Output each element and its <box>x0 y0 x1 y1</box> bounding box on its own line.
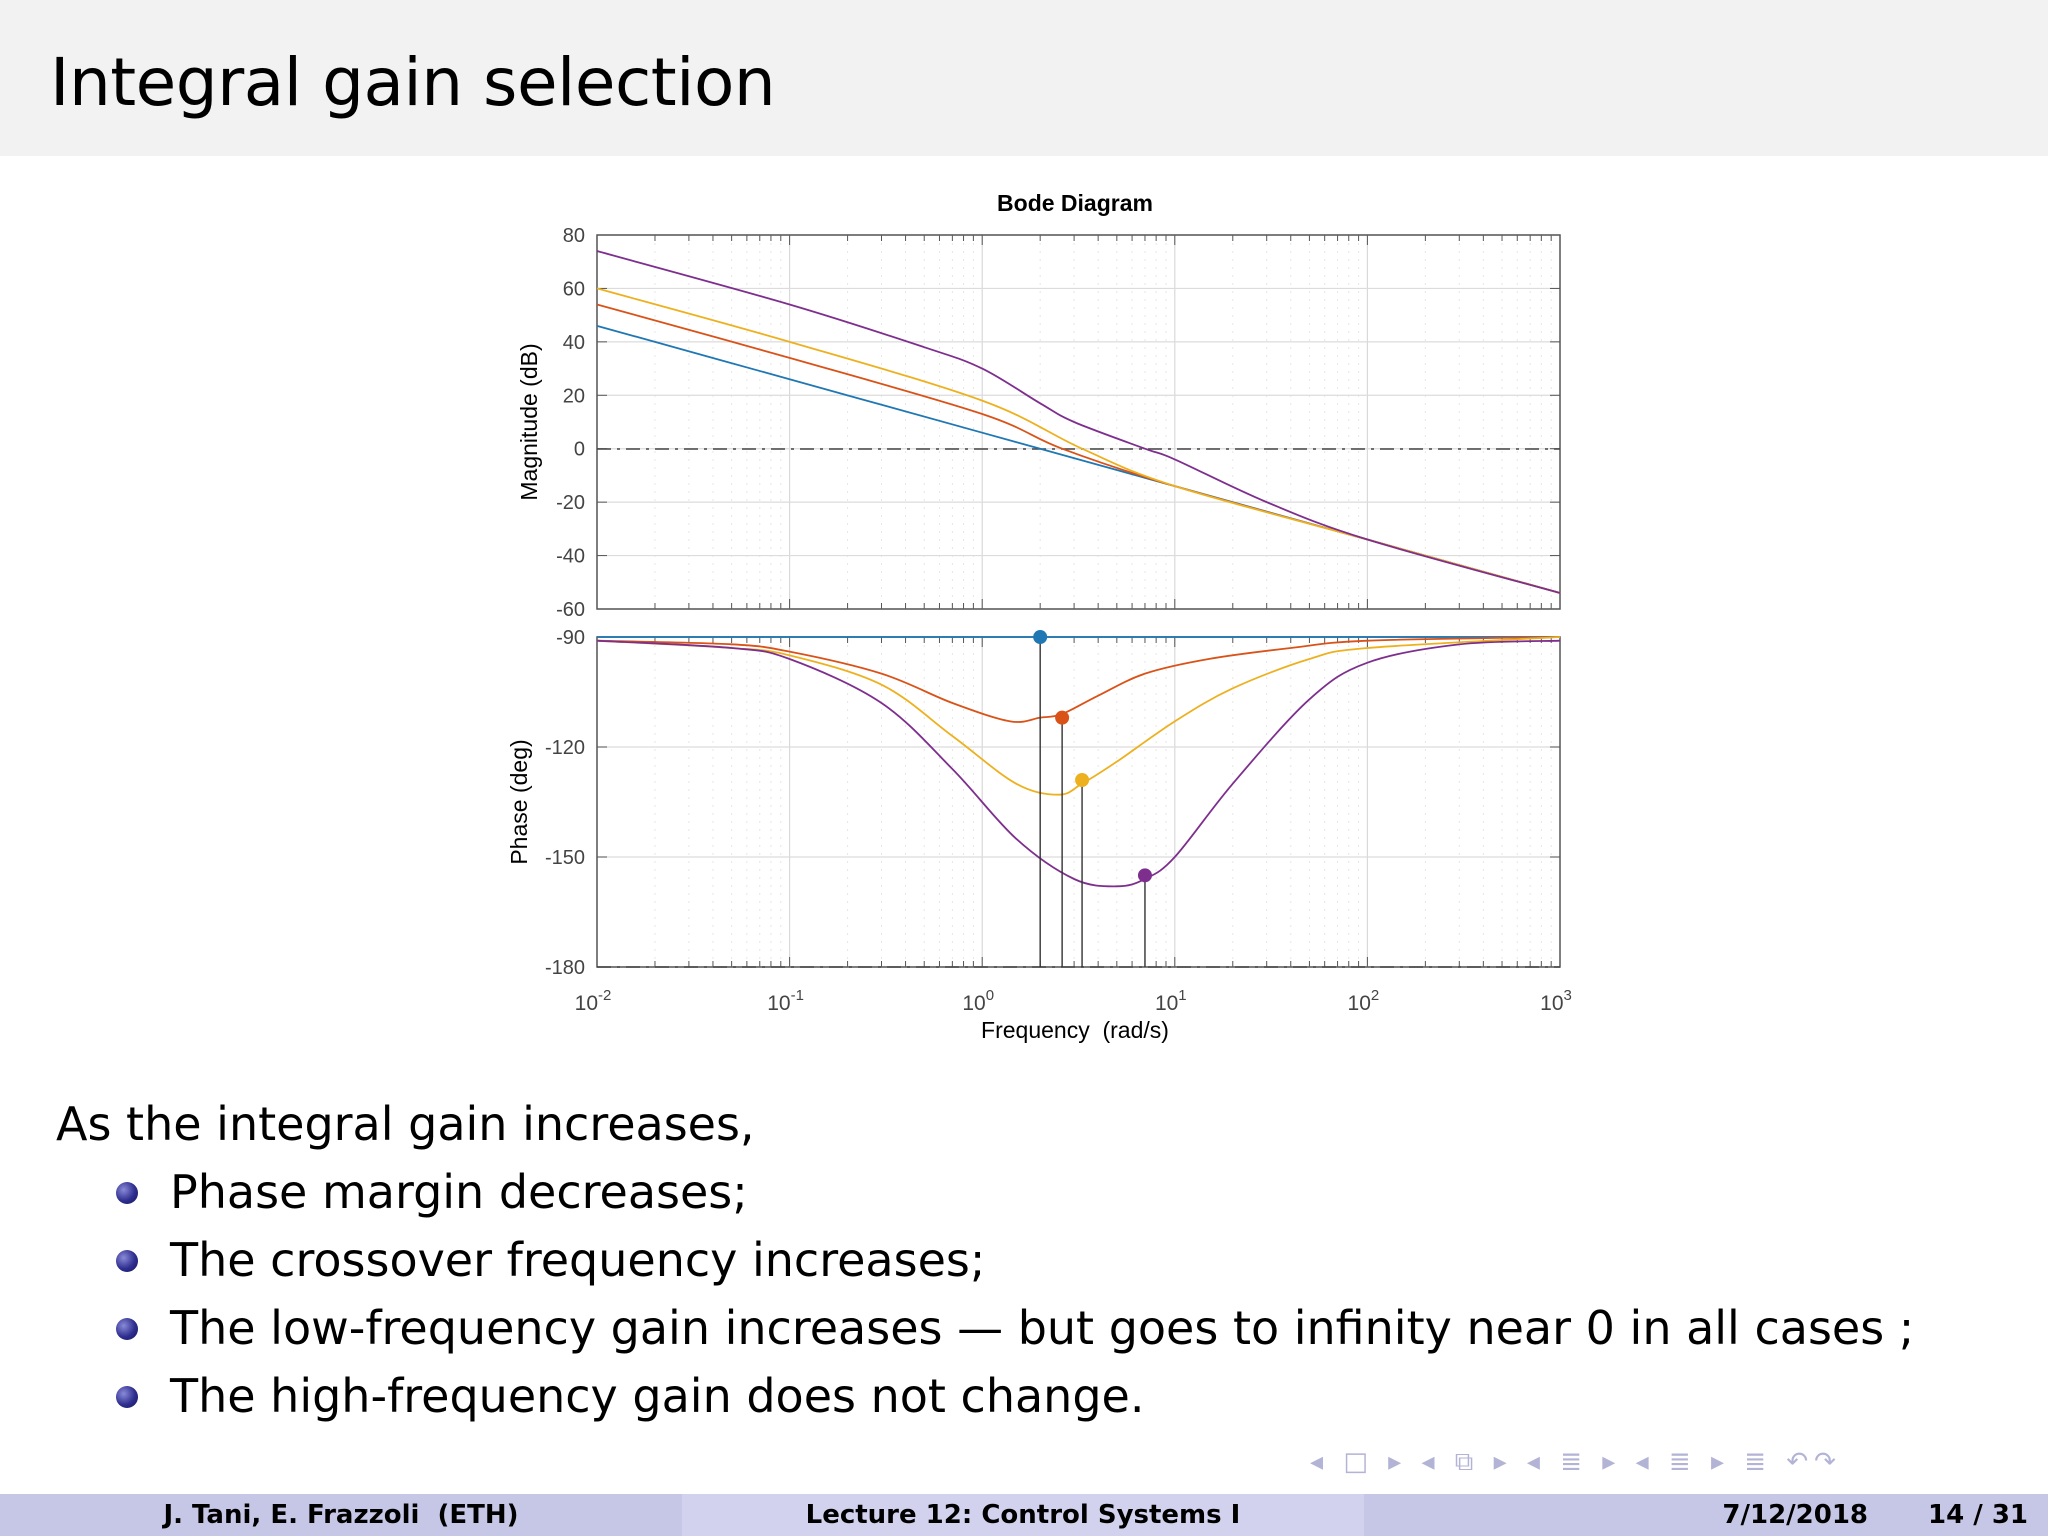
chart-title: Bode Diagram <box>997 190 1153 216</box>
magnitude-axes-box <box>596 234 1561 610</box>
bullet-icon <box>116 1250 138 1272</box>
frequency-tick-label: 102 <box>1348 987 1380 1015</box>
magnitude-tick-label: 0 <box>574 439 585 461</box>
bullet-item: The high-frequency gain does not change. <box>56 1362 1914 1430</box>
page-number: 14 / 31 <box>1928 1500 2028 1530</box>
frequency-tick-label: 103 <box>1540 987 1572 1015</box>
phase-margin-marker-2 <box>1055 710 1070 725</box>
magnitude-tick-label: 40 <box>563 332 585 354</box>
frequency-tick-label: 100 <box>962 987 994 1015</box>
date-text: 7/12/2018 <box>1722 1500 1869 1530</box>
phase-tick-label: -150 <box>545 847 585 869</box>
footer: J. Tani, E. Frazzoli (ETH) Lecture 12: C… <box>0 1494 2048 1536</box>
phase-axes-box <box>596 636 1561 968</box>
series-layer <box>596 250 1561 967</box>
bullet-text: The crossover frequency increases; <box>170 1233 986 1287</box>
phase-tick-label: -90 <box>556 627 585 649</box>
phase-curve-4 <box>596 639 1561 888</box>
phase-grid <box>596 636 1560 968</box>
phase-axis-label: Phase (deg) <box>506 739 532 864</box>
title-bar: Integral gain selection <box>0 0 2048 156</box>
x-axis-label: Frequency (rad/s) <box>981 1017 1169 1043</box>
bullet-item: Phase margin decreases; <box>56 1158 1914 1226</box>
footer-date-page: 7/12/2018 14 / 31 <box>1364 1494 2048 1536</box>
magnitude-tick-label: 20 <box>563 385 585 407</box>
frequency-tick-labels: 10-2 10-1 100 101 102 103 <box>575 987 1572 1015</box>
phase-tick-label: -180 <box>545 957 585 979</box>
frequency-tick-label: 10-1 <box>767 987 804 1015</box>
magnitude-tick-label: 60 <box>563 278 585 300</box>
magnitude-axis-label: Magnitude (dB) <box>516 343 542 500</box>
frequency-tick-label: 101 <box>1155 987 1187 1015</box>
bullet-item: The crossover frequency increases; <box>56 1226 1914 1294</box>
footer-authors: J. Tani, E. Frazzoli (ETH) <box>0 1494 682 1536</box>
phase-curve-2 <box>596 636 1561 723</box>
bullet-text: The high-frequency gain does not change. <box>170 1369 1145 1423</box>
magnitude-tick-label: -60 <box>556 599 585 621</box>
phase-tick-labels: -90 -120 -150 -180 <box>545 627 585 979</box>
slide-title: Integral gain selection <box>50 44 776 121</box>
footer-lecture: Lecture 12: Control Systems I <box>682 1494 1364 1536</box>
intro-text: As the integral gain increases, <box>56 1097 755 1151</box>
phase-curve-3 <box>596 636 1561 796</box>
bullet-icon <box>116 1386 138 1408</box>
bullet-icon <box>116 1182 138 1204</box>
frequency-tick-label: 10-2 <box>575 987 612 1015</box>
bullet-text: The low-frequency gain increases — but g… <box>170 1301 1915 1355</box>
magnitude-curve-4 <box>596 250 1561 594</box>
phase-margin-marker-4 <box>1137 868 1152 883</box>
body-text: As the integral gain increases, Phase ma… <box>56 1090 1914 1430</box>
magnitude-tick-label: -20 <box>556 492 585 514</box>
bullet-text: Phase margin decreases; <box>170 1165 748 1219</box>
magnitude-tick-label: -40 <box>556 546 585 568</box>
bullet-item: The low-frequency gain increases — but g… <box>56 1294 1914 1362</box>
bullet-list: Phase margin decreases; The crossover fr… <box>56 1158 1914 1430</box>
magnitude-curve-3 <box>596 287 1561 594</box>
phase-tick-label: -120 <box>545 737 585 759</box>
lecture-text: Lecture 12: Control Systems I <box>805 1500 1241 1530</box>
phase-margin-marker-3 <box>1075 773 1090 787</box>
phase-margin-marker-1 <box>1033 630 1048 644</box>
magnitude-tick-label: 80 <box>563 225 585 247</box>
authors-text: J. Tani, E. Frazzoli (ETH) <box>163 1500 519 1530</box>
bullet-icon <box>116 1318 138 1340</box>
beamer-navigation-icons[interactable]: ◂ □ ▸ ◂ ⧉ ▸ ◂ ≣ ▸ ◂ ≣ ▸ ≣ ↶↷ <box>1310 1447 1842 1477</box>
magnitude-tick-labels: 80 60 40 20 0 -20 -40 -60 <box>556 225 585 621</box>
